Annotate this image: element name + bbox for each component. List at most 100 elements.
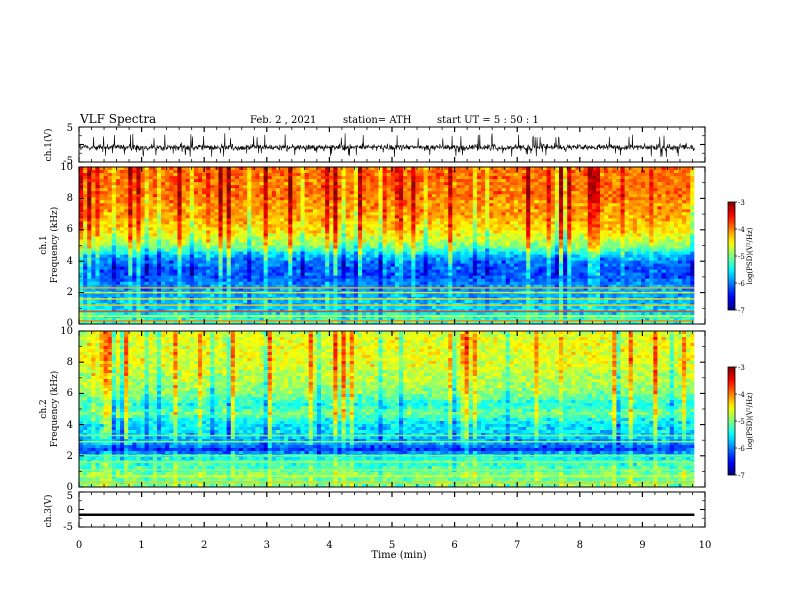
ch1-spectrogram-cell (526, 191, 531, 195)
ch1-spectrogram-cell (238, 254, 244, 258)
ch1-spectrogram-cell (579, 242, 584, 246)
ch1-spectrogram-cell (378, 257, 383, 261)
ch1-spectrogram-cell (152, 260, 158, 265)
ch1-spectrogram-cell (210, 197, 215, 201)
ch1-spectrogram-cell (583, 167, 589, 171)
ch1-spectrogram-cell (595, 224, 601, 228)
ch1-spectrogram-cell (546, 200, 552, 204)
ch1-spectrogram-cell (448, 242, 453, 246)
ch1-spectrogram-cell (255, 167, 260, 171)
ch1-spectrogram-cell (620, 167, 626, 171)
ch1-spectrogram-cell (382, 254, 388, 258)
ch1-spectrogram-cell (595, 197, 601, 201)
ch1-spectrogram-cell (554, 248, 560, 252)
ch1-spectrogram-cell (460, 191, 466, 195)
ch1-spectrogram-cell (292, 188, 297, 192)
ch1-spectrogram-cell (620, 239, 626, 243)
ch1-spectrogram-cell (390, 182, 396, 186)
ch1-spectrogram-cell (312, 257, 318, 261)
ch1-spectrogram-cell (669, 167, 675, 171)
ch1-spectrogram-cell (415, 182, 420, 186)
ch1-spectrogram-cell (206, 227, 211, 231)
ch1-spectrogram-cell (456, 188, 461, 192)
ch1-spectrogram-cell (493, 242, 498, 246)
ch1-spectrogram-cell (403, 212, 408, 216)
ch1-spectrogram-cell (563, 206, 568, 210)
ch1-spectrogram-cell (132, 167, 137, 171)
ch1-spectrogram-cell (604, 242, 609, 246)
ch1-spectrogram-cell (321, 191, 326, 195)
ch1-spectrogram-cell (452, 185, 457, 189)
ch1-spectrogram-cell (79, 209, 84, 213)
ch1-spectrogram-cell (280, 185, 285, 189)
ch1-spectrogram-cell (497, 260, 502, 265)
ch1-spectrogram-cell (682, 176, 687, 180)
ch1-spectrogram-cell (243, 242, 248, 246)
ch1-spectrogram-cell (427, 188, 433, 192)
ch1-spectrogram-cell (534, 248, 539, 252)
ch1-spectrogram-cell (353, 224, 359, 228)
ch1-spectrogram-cell (641, 239, 646, 243)
ch1-spectrogram-cell (144, 200, 150, 204)
ch1-spectrogram-cell (481, 242, 486, 246)
ch1-spectrogram-cell (645, 257, 650, 261)
ch1-spectrogram-cell (403, 203, 408, 207)
ch1-spectrogram-cell (247, 188, 252, 192)
ch1-spectrogram-cell (444, 248, 449, 252)
ch1-spectrogram-cell (526, 227, 531, 231)
ch1-spectrogram-cell (554, 245, 560, 249)
ch1-spectrogram-cell (91, 179, 96, 183)
ch1-spectrogram-cell (419, 218, 424, 222)
ch1-spectrogram-cell (587, 197, 593, 201)
ch1-spectrogram-cell (214, 203, 219, 207)
ch1-spectrogram-cell (435, 251, 441, 255)
ch1-spectrogram-cell (575, 173, 580, 177)
ch1-spectrogram-cell (653, 167, 658, 171)
ch1-spectrogram-cell (600, 203, 605, 207)
ch1-spectrogram-cell (177, 224, 182, 228)
ch1-spectrogram-cell (197, 188, 203, 192)
ch1-spectrogram-cell (645, 203, 650, 207)
ch1-spectrogram-cell (197, 218, 203, 222)
ch1-spectrogram-cell (493, 248, 498, 252)
ch1-spectrogram-cell (665, 251, 671, 255)
ch1-spectrogram-cell (452, 191, 457, 195)
ch1-spectrogram-cell (333, 224, 338, 228)
ch1-spectrogram-cell (394, 227, 400, 231)
ch1-spectrogram-cell (431, 167, 437, 171)
ch1-spectrogram-cell (255, 209, 260, 213)
ch1-spectrogram-cell (641, 233, 646, 237)
ch1-spectrogram-cell (435, 173, 441, 177)
ch1-spectrogram-cell (234, 173, 240, 177)
ch1-spectrogram-cell (476, 233, 482, 237)
ch1-spectrogram-cell (595, 188, 601, 192)
ch1-spectrogram-cell (497, 248, 502, 252)
ch1-spectrogram-cell (435, 227, 441, 231)
ch1-spectrogram-cell (222, 197, 228, 201)
ch1-spectrogram-cell (177, 245, 182, 249)
ch1-spectrogram-cell (419, 173, 424, 177)
ch1-spectrogram-cell (173, 176, 178, 180)
ch1-spectrogram-cell (423, 215, 429, 219)
ch1-spectrogram-cell (558, 209, 564, 213)
ch1-spectrogram-cell (316, 206, 322, 210)
ch1-spectrogram-cell (366, 218, 371, 222)
ch1-spectrogram-cell (103, 203, 109, 207)
ch1-spectrogram-cell (128, 197, 133, 201)
ch1-spectrogram-cell (431, 191, 437, 195)
ch1-spectrogram-cell (136, 209, 141, 213)
ch1-spectrogram-cell (558, 194, 564, 198)
ch1-spectrogram-cell (624, 206, 630, 210)
ch1-spectrogram-cell (645, 242, 650, 246)
ch1-spectrogram-cell (300, 251, 306, 255)
ch1-spectrogram-cell (103, 194, 109, 198)
ch1-spectrogram-cell (148, 218, 154, 222)
ch1-spectrogram-cell (247, 215, 252, 219)
ch1-spectrogram-cell (185, 209, 191, 213)
ch1-spectrogram-cell (87, 230, 92, 234)
ch1-spectrogram-cell (534, 242, 539, 246)
ch1-spectrogram-cell (366, 260, 371, 265)
ch1-spectrogram-cell (259, 170, 265, 174)
ch1-spectrogram-cell (115, 173, 121, 177)
ch1-spectrogram-cell (493, 215, 498, 219)
